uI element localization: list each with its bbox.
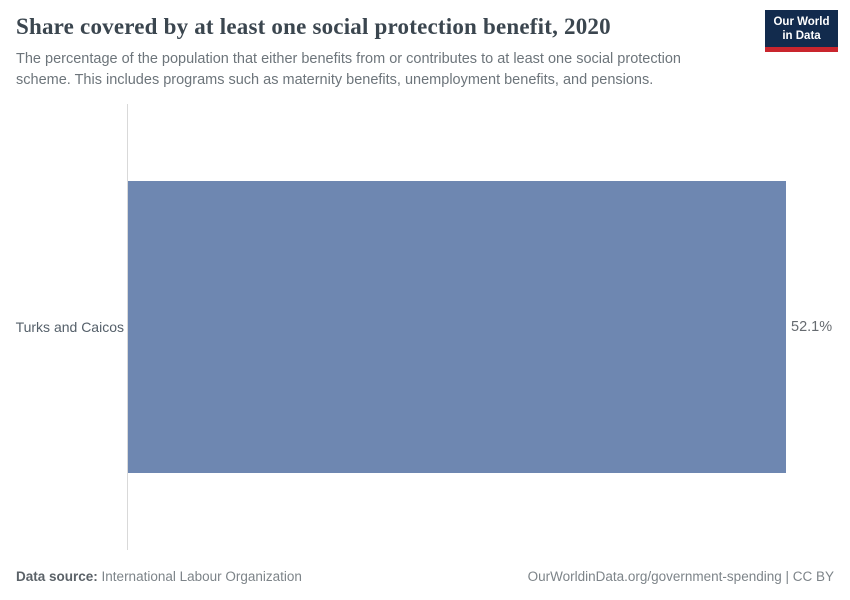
bar-turks-and-caicos[interactable] — [128, 181, 786, 473]
data-source-line[interactable]: Data source: International Labour Organi… — [16, 569, 302, 584]
y-axis-line — [127, 104, 128, 550]
bar-value-label: 52.1% — [791, 319, 833, 335]
chart-header: Share covered by at least one social pro… — [16, 14, 834, 91]
chart-subtitle: The percentage of the population that ei… — [16, 51, 681, 88]
credit-link[interactable]: OurWorldinData.org/government-spending |… — [527, 569, 834, 584]
chart-title: Share covered by at least one social pro… — [16, 14, 611, 39]
data-source-label: Data source: — [16, 569, 98, 584]
owid-logo-line2: in Data — [782, 30, 821, 42]
chart-footer: Data source: International Labour Organi… — [16, 569, 834, 584]
data-source-value: International Labour Organization — [101, 569, 302, 584]
owid-logo[interactable]: Our World in Data — [765, 10, 838, 52]
entity-label: Turks and Caicos — [15, 319, 124, 335]
owid-logo-line1: Our World — [773, 16, 830, 28]
